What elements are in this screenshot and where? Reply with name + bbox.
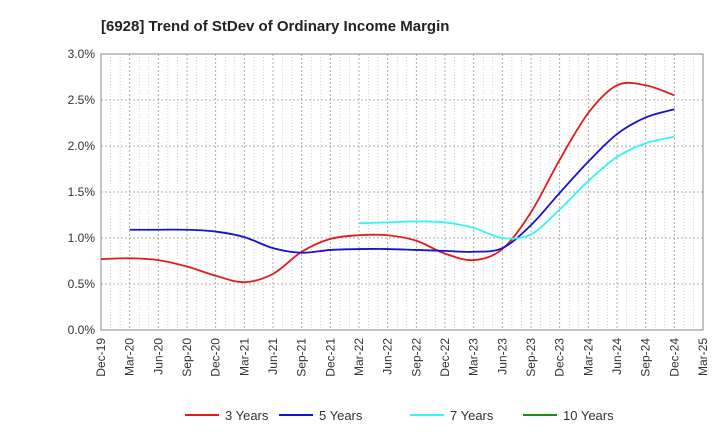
legend-label-10-years: 10 Years (563, 408, 614, 423)
series-line-5-years (129, 108, 675, 254)
x-tick-label: Mar-24 (581, 338, 595, 376)
x-tick-label: Mar-25 (696, 338, 710, 376)
legend: 3 Years 5 Years 7 Years 10 Years (185, 408, 614, 423)
x-tick-label: Mar-23 (467, 338, 481, 376)
x-tick-label: Dec-22 (438, 338, 452, 377)
x-tick-label: Sep-20 (180, 338, 194, 377)
y-tick-label: 1.5% (68, 185, 96, 199)
series-line-7-years (358, 135, 675, 240)
y-tick-label: 0.5% (68, 277, 96, 291)
x-tick-label: Mar-22 (352, 338, 366, 376)
legend-label-5-years: 5 Years (319, 408, 363, 423)
x-tick-label: Sep-21 (295, 338, 309, 377)
x-tick-label: Dec-20 (209, 338, 223, 377)
chart-title: [6928] Trend of StDev of Ordinary Income… (101, 18, 449, 35)
x-tick-label: Mar-20 (123, 338, 137, 376)
y-tick-label: 1.0% (68, 231, 96, 245)
x-tick-label: Sep-22 (409, 338, 423, 377)
grid (100, 53, 704, 331)
x-tick-label: Dec-23 (553, 338, 567, 377)
y-tick-label: 2.0% (68, 139, 96, 153)
y-tick-label: 2.5% (68, 93, 96, 107)
y-tick-label: 3.0% (68, 47, 96, 61)
x-tick-label: Jun-21 (266, 338, 280, 375)
x-tick-label: Sep-23 (524, 338, 538, 377)
series-line-3-years (100, 81, 675, 284)
axes: 0.0% 0.5% 1.0% 1.5% 2.0% 2.5% 3.0% Dec-19 Mar-20… (68, 47, 710, 377)
x-tick-label: Dec-24 (667, 338, 681, 377)
legend-label-3-years: 3 Years (225, 408, 269, 423)
y-tick-label: 0.0% (68, 323, 96, 337)
x-tick-label: Sep-24 (639, 338, 653, 377)
x-tick-label: Dec-21 (323, 338, 337, 377)
legend-label-7-years: 7 Years (450, 408, 494, 423)
x-tick-label: Jun-20 (151, 338, 165, 375)
series-lines (100, 81, 675, 284)
x-tick-label: Jun-22 (381, 338, 395, 375)
x-tick-label: Dec-19 (94, 338, 108, 377)
x-tick-label: Jun-23 (495, 338, 509, 375)
x-tick-label: Mar-21 (237, 338, 251, 376)
plot-area-border (100, 53, 704, 331)
x-tick-label: Jun-24 (610, 338, 624, 375)
